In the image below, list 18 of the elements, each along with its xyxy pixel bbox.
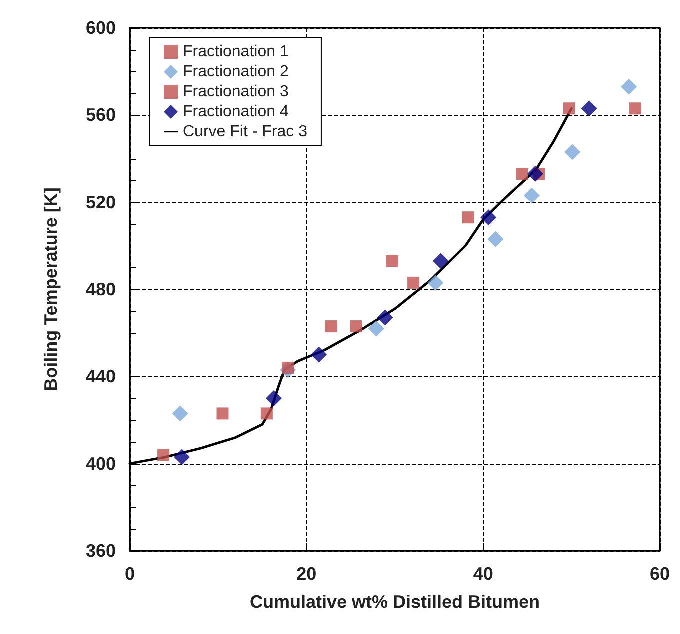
legend-label: Fractionation 2 — [183, 64, 289, 80]
x-tick-label: 60 — [650, 564, 670, 584]
legend-label: Fractionation 3 — [183, 84, 289, 100]
legend-label: Fractionation 4 — [183, 104, 289, 120]
x-axis-title: Cumulative wt% Distilled Bitumen — [250, 592, 540, 612]
y-axis-title: Boiling Temperature [K] — [41, 188, 61, 392]
y-tick-label: 360 — [86, 541, 116, 561]
y-tick-label: 520 — [86, 192, 116, 212]
y-tick-label: 440 — [86, 366, 116, 387]
y-tick-label: 600 — [86, 18, 116, 38]
x-tick-label: 0 — [124, 564, 136, 584]
x-tick-label: 40 — [473, 564, 494, 584]
y-tick-label: 560 — [86, 105, 116, 126]
legend-label: Fractionation 1 — [183, 44, 289, 60]
y-tick-label: 480 — [86, 280, 116, 300]
legend-label: Curve Fit - Frac 3 — [183, 124, 308, 140]
x-tick-label: 20 — [296, 564, 317, 584]
y-tick-label: 400 — [86, 454, 116, 474]
